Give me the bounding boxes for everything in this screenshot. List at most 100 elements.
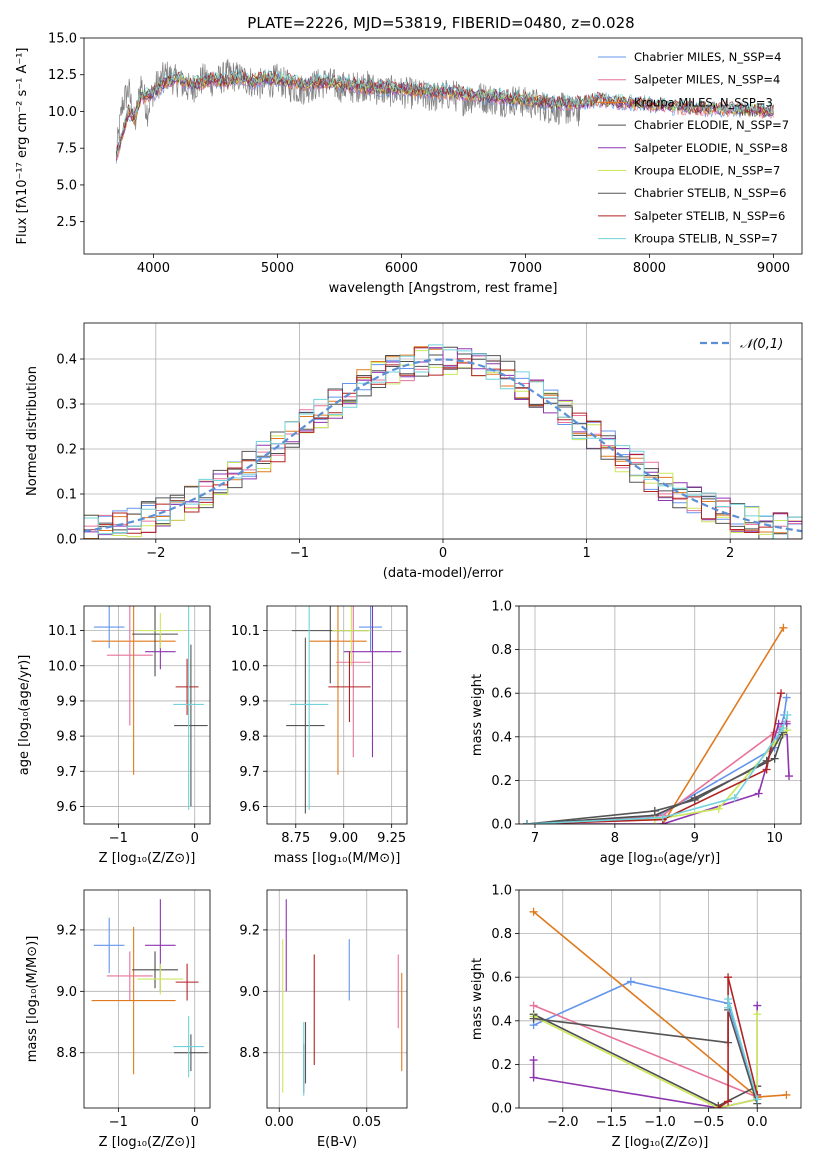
plot-area-age-mass xyxy=(286,606,402,814)
series-marker xyxy=(762,756,771,765)
legend-label: Chabrier STELIB, N_SSP=6 xyxy=(634,186,786,200)
y-tick-label: 8.8 xyxy=(56,1046,77,1061)
y-tick-label: 9.2 xyxy=(56,923,77,938)
series-marker xyxy=(730,793,739,802)
panel-mass-z: −1 0 8.8 9.0 9.2 Z [log₁₀(Z/Z⊙)] mass [log₁₀(M… xyxy=(25,889,211,1150)
y-tick-label: 9.2 xyxy=(239,923,260,938)
x-tick-label: 0.05 xyxy=(352,1115,381,1130)
series-marker xyxy=(522,820,531,824)
series-data xyxy=(115,58,582,158)
errorbar-point-7 xyxy=(174,644,208,807)
series-marker xyxy=(724,973,733,982)
y-tick-label: 10.0 xyxy=(48,105,77,120)
y-tick-label: 0.4 xyxy=(56,353,77,368)
x-tick-label: −1 xyxy=(109,831,128,846)
y-tick-label: 9.8 xyxy=(56,730,77,745)
x-tick-label: 0.00 xyxy=(265,1115,294,1130)
series-marker xyxy=(785,772,794,781)
series-line xyxy=(526,697,788,824)
y-tick-label: 12.5 xyxy=(48,68,77,83)
x-tick-label: 8 xyxy=(611,831,619,846)
histogram-model-7 xyxy=(84,353,802,539)
plot-area-age-z xyxy=(91,606,208,810)
series-marker xyxy=(783,711,792,719)
plot-area-spectrum xyxy=(115,58,774,164)
errorbar-point-8 xyxy=(175,658,199,715)
legend-label: 𝒩(0,1) xyxy=(740,337,783,352)
y-tick-label: 1.0 xyxy=(491,600,512,615)
errorbar-point-3 xyxy=(91,606,176,775)
y-tick-label: 9.7 xyxy=(239,765,260,780)
panel-age-mass: 8.75 9.00 9.25 9.6 9.7 9.8 9.9 10.0 10.1 mass [lo… xyxy=(231,605,408,866)
axes-frame xyxy=(518,889,802,1109)
weight-series-9 xyxy=(724,995,762,1104)
legend-label: Kroupa STELIB, N_SSP=7 xyxy=(634,232,778,246)
x-tick-label: 9.00 xyxy=(329,831,358,846)
plot-area-weight-age xyxy=(522,623,794,824)
series-line xyxy=(527,722,790,824)
y-tick-label: 0.2 xyxy=(491,774,512,789)
y-tick-label: 0.0 xyxy=(491,1102,512,1117)
errorbar-point-1 xyxy=(93,606,125,649)
y-tick-label: 0.4 xyxy=(491,1014,512,1029)
axes-frame xyxy=(266,889,408,1109)
legend-label: Salpeter ELODIE, N_SSP=8 xyxy=(634,141,788,155)
series-marker xyxy=(782,1090,791,1099)
x-axis-label: E(B-V) xyxy=(317,1135,357,1150)
legend-label: Chabrier ELODIE, N_SSP=7 xyxy=(634,118,789,132)
series-line xyxy=(533,980,758,1100)
series-marker xyxy=(658,813,667,822)
x-tick-label: −2 xyxy=(146,546,165,561)
panel-weight-age: 7 8 9 10 0.0 0.2 0.4 0.6 0.8 1.0 age [log₁₀(age/yr… xyxy=(470,600,802,866)
x-axis-label: wavelength [Angstrom, rest frame] xyxy=(329,281,558,296)
series-marker xyxy=(529,907,538,916)
y-tick-label: 0.8 xyxy=(491,643,512,658)
y-tick-label: 0.2 xyxy=(56,443,77,458)
y-tick-label: 8.8 xyxy=(239,1046,260,1061)
series-marker xyxy=(690,796,699,805)
series-marker xyxy=(753,1095,762,1104)
x-tick-label: −1.0 xyxy=(644,1115,676,1130)
y-tick-label: 0.6 xyxy=(491,687,512,702)
y-tick-label: 10.1 xyxy=(231,624,260,639)
errorbar-point-7 xyxy=(286,637,325,814)
plot-area-weight-z xyxy=(529,907,791,1108)
axes-frame xyxy=(266,605,408,825)
y-tick-label: 9.9 xyxy=(239,694,260,709)
legend-label: Kroupa ELODIE, N_SSP=7 xyxy=(634,164,780,178)
series-line xyxy=(526,714,789,824)
y-tick-label: 15.0 xyxy=(48,32,77,47)
x-axis-label: mass [log₁₀(M/M⊙)] xyxy=(274,851,401,866)
x-tick-label: −1.5 xyxy=(596,1115,628,1130)
series-line xyxy=(533,1009,758,1104)
legend-label: Salpeter STELIB, N_SSP=6 xyxy=(634,209,785,223)
figure-title: PLATE=2226, MJD=53819, FIBERID=0480, z=0… xyxy=(247,14,634,32)
series-marker xyxy=(529,1014,538,1023)
series-marker xyxy=(753,1001,762,1010)
errorbar-point-2 xyxy=(106,951,153,1001)
x-axis-label: Z [log₁₀(Z/Z⊙)] xyxy=(612,1135,709,1150)
x-tick-label: 0 xyxy=(191,831,199,846)
y-tick-label: 0.0 xyxy=(491,818,512,833)
errorbar-point-6 xyxy=(332,606,371,666)
normal-curve xyxy=(84,358,802,533)
x-tick-label: 4000 xyxy=(137,261,170,276)
x-tick-label: 0 xyxy=(439,546,447,561)
weight-series-2 xyxy=(529,1001,762,1102)
errorbar-point-6 xyxy=(137,963,184,995)
errorbar-point-9 xyxy=(173,1015,204,1078)
x-axis-label: age [log₁₀(age/yr)] xyxy=(600,851,721,866)
x-tick-label: 9 xyxy=(691,831,699,846)
series-line xyxy=(662,627,785,824)
y-axis-label: Normed distribution xyxy=(25,366,40,496)
histogram-model-8 xyxy=(84,347,802,539)
series-marker xyxy=(714,1104,723,1108)
y-tick-label: 10.0 xyxy=(48,659,77,674)
series-marker xyxy=(753,1010,762,1019)
weight-series-3 xyxy=(658,623,788,824)
x-tick-label: 7 xyxy=(531,831,539,846)
series-marker xyxy=(779,623,788,632)
series-marker xyxy=(724,1097,733,1106)
y-axis-label: mass weight xyxy=(470,958,485,1040)
x-tick-label: 0 xyxy=(191,1115,199,1130)
